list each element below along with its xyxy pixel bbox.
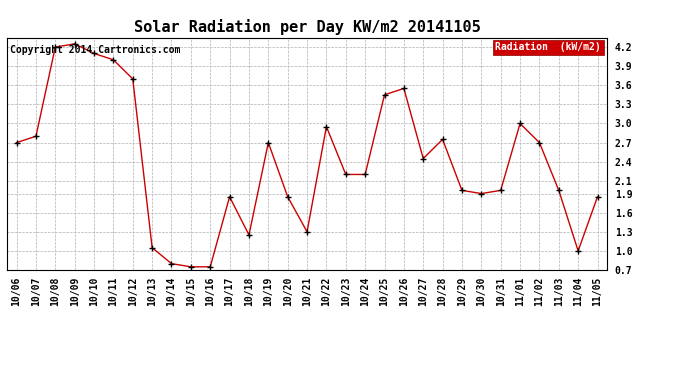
Title: Solar Radiation per Day KW/m2 20141105: Solar Radiation per Day KW/m2 20141105: [134, 19, 480, 35]
Text: Radiation  (kW/m2): Radiation (kW/m2): [495, 42, 601, 52]
Text: Copyright 2014 Cartronics.com: Copyright 2014 Cartronics.com: [10, 45, 180, 54]
